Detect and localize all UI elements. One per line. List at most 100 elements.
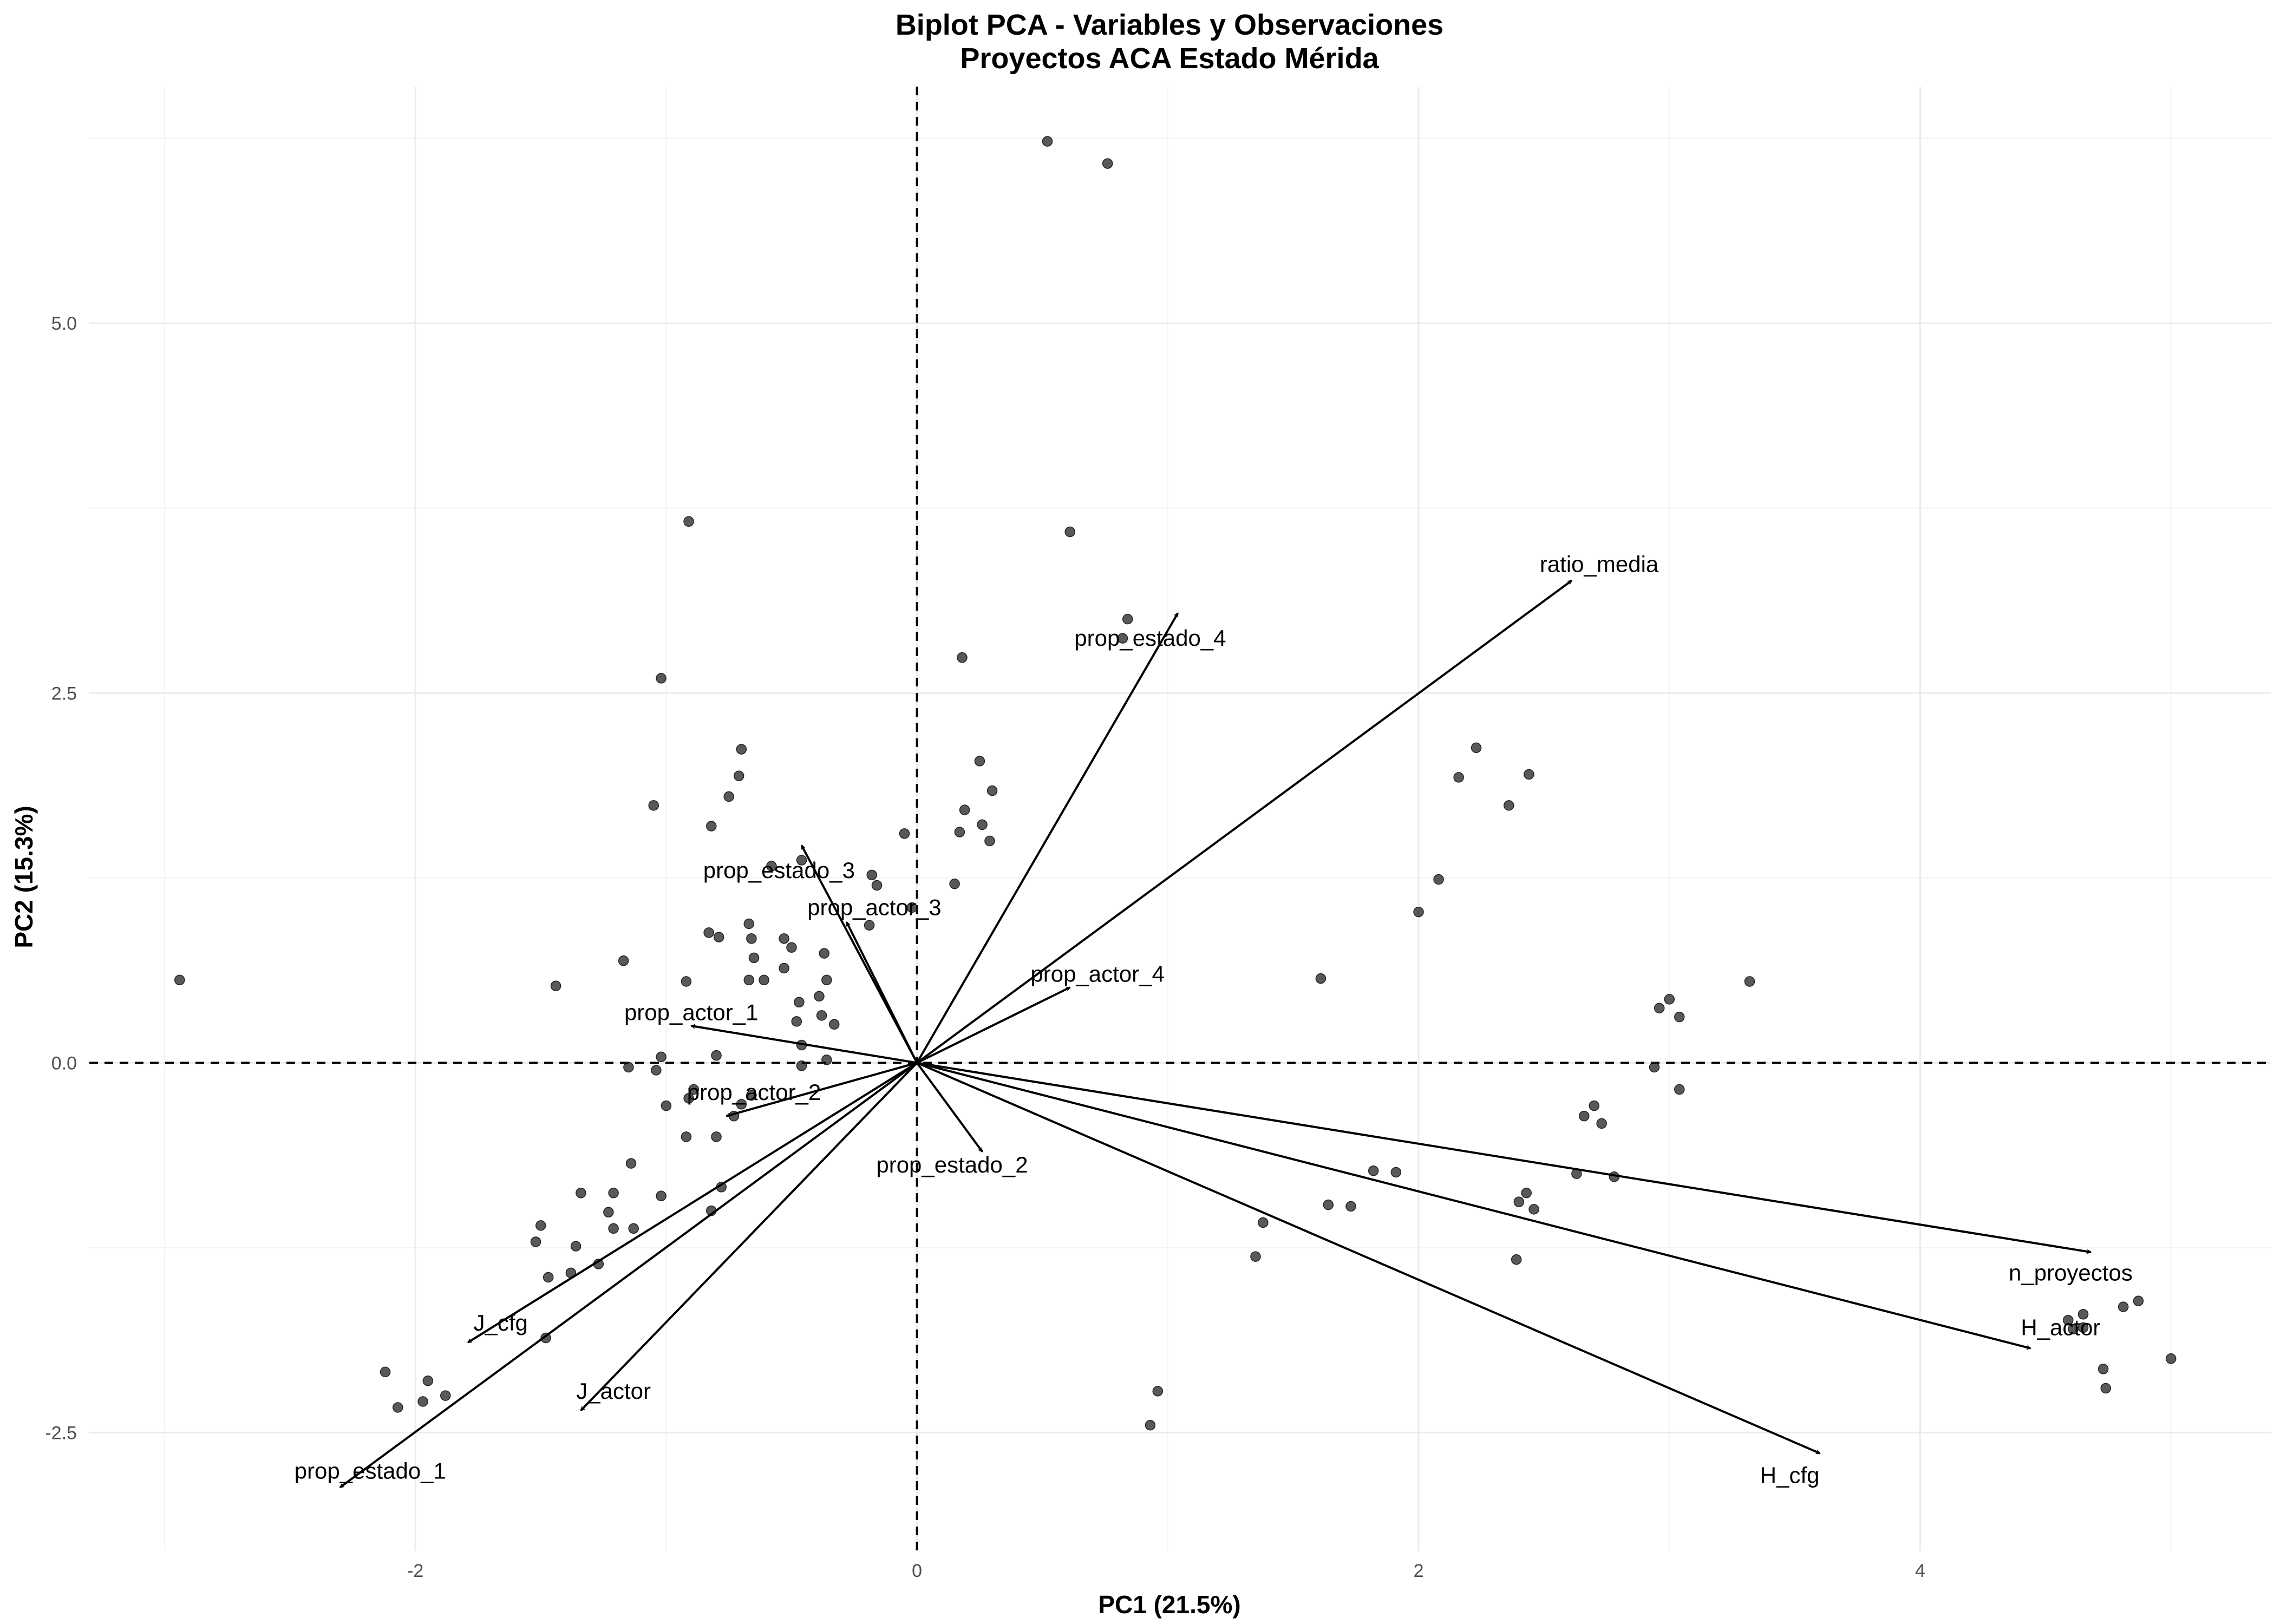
loading-arrow-J_actor (580, 1062, 918, 1410)
observation-point (736, 1099, 747, 1110)
observation-point (723, 791, 734, 802)
observation-point (1102, 158, 1113, 169)
observation-point (618, 955, 629, 966)
observation-point (814, 991, 825, 1002)
observation-point (1042, 136, 1053, 147)
observation-point (949, 878, 960, 889)
variable-label-prop_estado_2: prop_estado_2 (876, 1152, 1028, 1177)
variable-label-H_cfg: H_cfg (1760, 1463, 1820, 1488)
observation-point (656, 1190, 666, 1201)
observation-point (746, 1090, 757, 1101)
observation-point (954, 827, 965, 837)
observation-point (661, 1100, 672, 1111)
observation-point (706, 821, 717, 831)
observation-point (1504, 800, 1514, 811)
variable-label-prop_actor_4: prop_actor_4 (1030, 961, 1165, 986)
observation-point (2097, 1364, 2109, 1374)
variable-label-prop_estado_1: prop_estado_1 (295, 1458, 446, 1483)
observation-point (530, 1236, 541, 1247)
observation-point (688, 1084, 700, 1095)
observation-point (1413, 906, 1424, 918)
observation-point (746, 933, 757, 944)
observation-point (736, 744, 747, 755)
observation-point (1521, 1188, 1532, 1199)
observation-point (656, 673, 666, 684)
observation-point (681, 1131, 692, 1142)
observation-point (1744, 976, 1755, 987)
variable-label-n_proyectos: n_proyectos (2009, 1260, 2133, 1285)
loading-arrow-H_actor (917, 1062, 2031, 1348)
chart-title: Biplot PCA - Variables y Observaciones (896, 9, 1443, 41)
observation-point (766, 861, 777, 872)
loading-arrow-ratio_media (916, 579, 1572, 1064)
observation-point (1596, 1118, 1607, 1129)
y-tick-label: 2.5 (51, 683, 77, 704)
x-tick-label: 2 (1414, 1561, 1424, 1581)
observation-point (796, 855, 807, 866)
observation-point (1453, 772, 1464, 783)
observation-point (829, 1019, 840, 1030)
observation-point (1315, 973, 1327, 984)
observation-point (821, 974, 832, 986)
observation-point (2100, 1383, 2112, 1394)
observation-point (816, 1010, 827, 1021)
observation-point (1674, 1084, 1685, 1095)
observation-point (1664, 994, 1675, 1005)
observation-point (543, 1272, 554, 1283)
loading-arrow-n_proyectos (917, 1062, 2091, 1252)
observation-point (550, 980, 561, 992)
observation-point (683, 516, 694, 527)
observation-point (2063, 1315, 2074, 1326)
observation-point (1323, 1199, 1334, 1210)
observation-point (791, 1016, 802, 1027)
observation-point (959, 804, 970, 815)
observation-point (1524, 769, 1534, 780)
variable-label-prop_actor_3: prop_actor_3 (807, 894, 942, 920)
y-tick-labels: -2.5 0.0 2.5 5.0 (45, 313, 77, 1443)
observation-point (603, 1207, 614, 1218)
major-gridlines (89, 87, 2271, 1551)
observation-point (2165, 1353, 2177, 1364)
observations (174, 136, 2177, 1431)
observation-point (2118, 1301, 2129, 1312)
observation-point (711, 1131, 722, 1142)
observation-point (1579, 1110, 1590, 1122)
y-tick-label: -2.5 (45, 1423, 77, 1443)
variable-label-ratio_media: ratio_media (1540, 552, 1659, 577)
observation-point (1064, 526, 1075, 538)
observation-point (743, 974, 755, 986)
x-axis-title: PC1 (21.5%) (1098, 1590, 1240, 1619)
observation-point (681, 976, 692, 987)
observation-point (1345, 1201, 1356, 1212)
x-tick-label: 0 (912, 1561, 922, 1581)
variable-loadings (340, 579, 2091, 1489)
observation-point (977, 819, 988, 830)
observation-point (417, 1396, 428, 1407)
observation-point (1250, 1251, 1261, 1262)
observation-point (2077, 1309, 2089, 1320)
observation-point (1122, 613, 1133, 625)
reference-lines (89, 87, 2271, 1551)
chart-subtitle: Proyectos ACA Estado Mérida (960, 42, 1379, 75)
observation-point (608, 1223, 619, 1234)
observation-point (779, 933, 789, 944)
loading-arrow-prop_actor_4 (916, 986, 1070, 1064)
observation-point (648, 800, 659, 811)
observation-point (866, 869, 877, 881)
observation-point (733, 770, 744, 782)
observation-point (957, 652, 968, 663)
observation-point (1471, 742, 1482, 754)
observation-point (796, 1060, 807, 1071)
observation-point (2133, 1295, 2144, 1306)
observation-point (570, 1241, 581, 1252)
observation-point (1654, 1003, 1665, 1013)
observation-point (576, 1188, 586, 1199)
observation-point (2077, 1322, 2089, 1333)
observation-point (786, 942, 797, 953)
variable-label-prop_estado_4: prop_estado_4 (1074, 625, 1226, 651)
observation-point (899, 828, 910, 839)
y-axis-title: PC2 (15.3%) (10, 806, 38, 948)
variable-label-J_actor: J_actor (576, 1378, 651, 1404)
observation-point (864, 920, 875, 931)
